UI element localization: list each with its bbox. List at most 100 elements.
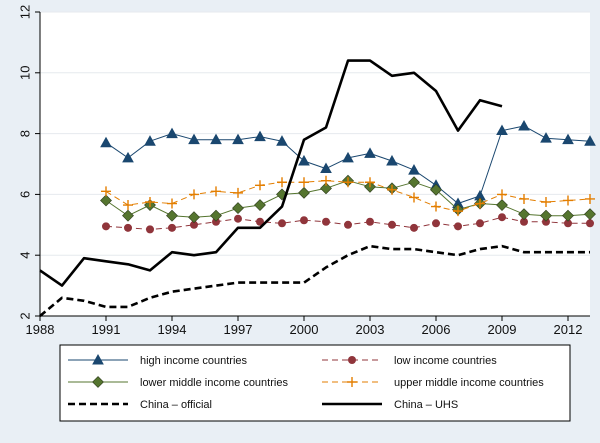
legend-label: high income countries [140, 355, 248, 367]
data-point-circle [476, 219, 484, 228]
data-point-plus [541, 197, 551, 207]
data-point-circle [278, 219, 286, 228]
data-point-plus [299, 177, 309, 188]
series-5 [39, 59, 503, 287]
x-tick-label: 1997 [224, 322, 253, 337]
data-point-triangle [408, 164, 420, 175]
legend-marker [347, 377, 357, 387]
data-point-plus [387, 184, 397, 195]
data-point-circle [102, 222, 110, 231]
data-point-plus [585, 193, 595, 204]
x-tick-label: 2006 [422, 322, 451, 337]
series-1 [102, 213, 594, 234]
data-point-diamond [518, 208, 530, 221]
legend-item: lower middle income countries [68, 376, 288, 389]
data-point-plus [211, 186, 221, 197]
data-point-triangle [254, 130, 266, 142]
data-point-triangle [232, 133, 244, 145]
data-point-triangle [320, 162, 332, 174]
data-point-plus [277, 177, 287, 188]
data-point-diamond [584, 208, 596, 221]
data-point-circle [190, 220, 198, 229]
y-tick-label: 10 [17, 66, 32, 80]
series-line [105, 180, 591, 212]
legend-item: high income countries [68, 353, 248, 367]
data-point-triangle [276, 135, 288, 146]
axes: 2 4 6 8 10 12 1988 1991 1994 1997 2000 2003 2006 2009… [17, 5, 590, 337]
data-point-plus [189, 189, 199, 200]
legend-item: China – UHS [322, 399, 458, 411]
data-point-triangle [166, 127, 178, 139]
data-point-plus [431, 201, 441, 212]
data-point-diamond [562, 209, 574, 222]
data-point-circle [542, 217, 550, 226]
data-point-plus [409, 192, 419, 203]
legend-marker [348, 356, 356, 364]
legend-item: upper middle income countries [322, 377, 544, 389]
data-point-diamond [232, 202, 244, 215]
data-point-plus [101, 186, 111, 197]
legend-box [59, 344, 571, 422]
data-point-triangle [364, 147, 376, 158]
y-tick-label: 4 [17, 252, 32, 259]
data-point-plus [519, 193, 529, 204]
data-point-plus [365, 177, 375, 188]
data-point-triangle [210, 133, 222, 145]
data-point-circle [520, 217, 528, 226]
data-point-circle [212, 217, 220, 226]
legend-label: lower middle income countries [140, 377, 288, 389]
data-point-circle [410, 223, 418, 232]
data-point-circle [498, 213, 506, 222]
data-point-plus [475, 198, 485, 209]
data-point-plus [321, 175, 331, 186]
data-point-plus [145, 197, 155, 207]
data-point-triangle [584, 135, 596, 146]
data-point-triangle [496, 124, 508, 136]
data-point-triangle [518, 119, 530, 131]
legend-label: China – UHS [394, 399, 458, 411]
legend-marker [92, 353, 104, 365]
series-3 [101, 175, 595, 217]
data-point-triangle [562, 133, 574, 145]
data-point-plus [343, 177, 353, 188]
data-point-circle [454, 222, 462, 231]
data-point-plus [255, 180, 265, 191]
x-tick-label: 1988 [26, 322, 55, 337]
data-point-circle [124, 223, 132, 232]
x-tick-label: 1994 [158, 322, 187, 337]
data-point-circle [322, 217, 330, 226]
data-point-circle [168, 223, 176, 232]
legend-item: China – official [68, 399, 212, 411]
data-point-plus [453, 206, 463, 217]
data-point-triangle [342, 151, 354, 163]
legend-item: low income countries [322, 355, 497, 367]
data-point-circle [146, 225, 154, 234]
data-point-diamond [430, 183, 442, 196]
data-point-diamond [298, 186, 310, 199]
legend-marker [92, 376, 104, 388]
legend-label: upper middle income countries [394, 377, 544, 389]
legend-label: China – official [140, 399, 212, 411]
y-tick-label: 8 [17, 130, 32, 137]
data-point-diamond [408, 176, 420, 189]
series-line [39, 244, 590, 318]
series-lines [39, 59, 596, 318]
legend-label: low income countries [394, 355, 497, 367]
data-point-diamond [540, 209, 552, 222]
data-point-circle [388, 220, 396, 229]
y-tick-label: 2 [17, 312, 32, 319]
y-tick-label: 12 [17, 5, 32, 19]
data-point-circle [256, 217, 264, 226]
data-point-diamond [100, 194, 112, 207]
data-point-triangle [100, 136, 112, 148]
data-point-plus [563, 195, 573, 206]
data-point-diamond [254, 199, 266, 211]
data-point-triangle [298, 154, 310, 166]
data-point-circle [234, 214, 242, 223]
data-point-triangle [122, 151, 134, 163]
data-point-triangle [188, 133, 200, 145]
data-point-circle [300, 216, 308, 225]
data-point-triangle [540, 132, 552, 143]
data-point-plus [497, 189, 507, 200]
